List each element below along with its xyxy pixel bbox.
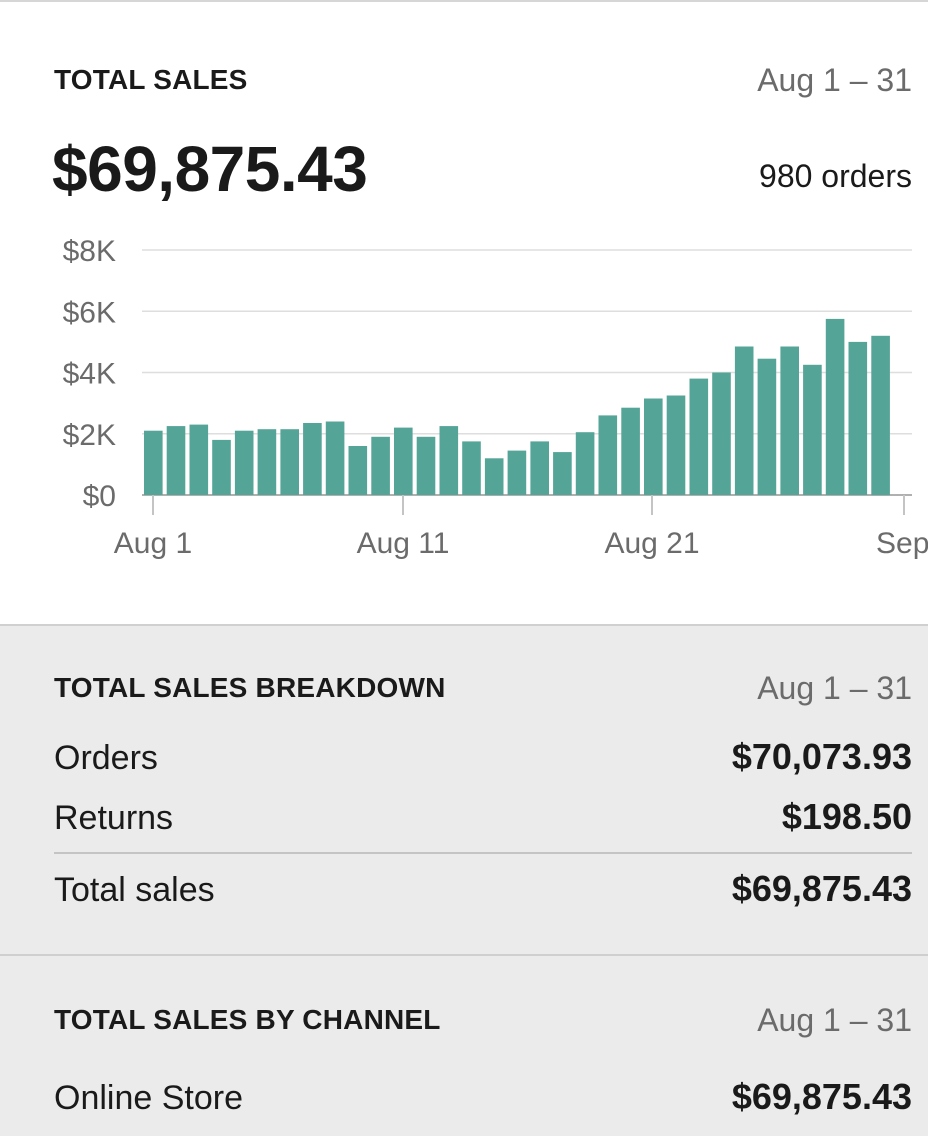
breakdown-row-returns: Returns $198.50 bbox=[54, 796, 912, 838]
x-tick-label: Aug 21 bbox=[604, 527, 699, 560]
sales-bar[interactable] bbox=[871, 335, 890, 496]
sales-bar[interactable] bbox=[484, 458, 504, 496]
x-tick-label: Aug 11 bbox=[357, 527, 450, 560]
sales-bar[interactable] bbox=[416, 436, 436, 495]
sales-bar-chart[interactable]: $8K $6K $4K $2K $0 Aug 1 Aug 11 Aug 21 Sep bbox=[0, 222, 928, 582]
total-sales-value: $69,875.43 bbox=[731, 868, 912, 909]
by-channel-title: TOTAL SALES BY CHANNEL bbox=[54, 1004, 441, 1035]
sales-bar[interactable] bbox=[575, 432, 595, 495]
sales-bar[interactable] bbox=[462, 441, 481, 495]
breakdown-date-range[interactable]: Aug 1 – 31 bbox=[757, 670, 912, 706]
sales-bar[interactable] bbox=[780, 346, 799, 496]
sales-bar[interactable] bbox=[144, 430, 163, 495]
sales-bar[interactable] bbox=[530, 441, 549, 495]
sales-bar[interactable] bbox=[394, 427, 413, 495]
sales-by-channel-section: TOTAL SALES BY CHANNEL Aug 1 – 31 Online… bbox=[0, 956, 928, 1136]
online-store-value: $69,875.43 bbox=[731, 1076, 912, 1117]
returns-value: $198.50 bbox=[781, 796, 912, 837]
sales-bar[interactable] bbox=[439, 426, 459, 495]
sales-bar[interactable] bbox=[734, 346, 754, 496]
x-tick-label: Aug 1 bbox=[114, 527, 192, 560]
sales-bar[interactable] bbox=[303, 423, 322, 495]
sales-bar[interactable] bbox=[212, 439, 231, 495]
total-sales-date-range[interactable]: Aug 1 – 31 bbox=[757, 62, 912, 98]
sales-bar[interactable] bbox=[325, 421, 345, 496]
breakdown-title: TOTAL SALES BREAKDOWN bbox=[54, 672, 446, 703]
sales-bar[interactable] bbox=[507, 450, 527, 495]
sales-breakdown-section: TOTAL SALES BREAKDOWN Aug 1 – 31 Orders … bbox=[0, 624, 928, 956]
sales-bar[interactable] bbox=[280, 429, 299, 495]
total-sales-amount: $69,875.43 bbox=[52, 133, 368, 205]
sales-bar[interactable] bbox=[553, 452, 572, 495]
sales-bar[interactable] bbox=[348, 446, 368, 495]
sales-bar[interactable] bbox=[666, 395, 686, 496]
total-sales-card: TOTAL SALES Aug 1 – 31 $69,875.43 980 or… bbox=[0, 0, 928, 626]
sales-bar[interactable] bbox=[825, 318, 845, 495]
breakdown-row-orders: Orders $70,073.93 bbox=[54, 736, 912, 778]
sales-bar[interactable] bbox=[712, 372, 731, 496]
sales-bar[interactable] bbox=[189, 424, 209, 495]
channel-row-online-store[interactable]: Online Store $69,875.43 bbox=[54, 1076, 912, 1118]
y-tick-label: $2K bbox=[63, 419, 116, 452]
sales-bar[interactable] bbox=[257, 429, 277, 495]
orders-value: $70,073.93 bbox=[731, 736, 912, 777]
by-channel-date-range[interactable]: Aug 1 – 31 bbox=[757, 1002, 912, 1038]
orders-count: 980 orders bbox=[759, 158, 912, 194]
y-tick-label: $8K bbox=[63, 235, 116, 268]
y-tick-label: $6K bbox=[63, 296, 116, 329]
y-tick-label: $0 bbox=[83, 480, 116, 513]
sales-bar[interactable] bbox=[689, 378, 709, 495]
sales-bar[interactable] bbox=[234, 430, 254, 495]
sales-bar[interactable] bbox=[757, 358, 777, 495]
total-sales-label: Total sales bbox=[54, 871, 215, 909]
y-tick-label: $4K bbox=[63, 358, 116, 391]
sales-bar[interactable] bbox=[803, 364, 822, 495]
sales-bar[interactable] bbox=[848, 341, 868, 495]
breakdown-row-total: Total sales $69,875.43 bbox=[54, 868, 912, 910]
sales-bar[interactable] bbox=[621, 407, 640, 495]
breakdown-divider bbox=[54, 852, 912, 854]
x-tick-label: Sep bbox=[876, 527, 928, 560]
total-sales-title: TOTAL SALES bbox=[54, 64, 248, 95]
sales-bar[interactable] bbox=[644, 398, 663, 496]
orders-label: Orders bbox=[54, 739, 158, 777]
sales-bar[interactable] bbox=[598, 415, 618, 495]
sales-bar[interactable] bbox=[166, 426, 186, 495]
online-store-label: Online Store bbox=[54, 1079, 243, 1117]
sales-bar[interactable] bbox=[371, 436, 390, 495]
returns-label: Returns bbox=[54, 799, 174, 837]
